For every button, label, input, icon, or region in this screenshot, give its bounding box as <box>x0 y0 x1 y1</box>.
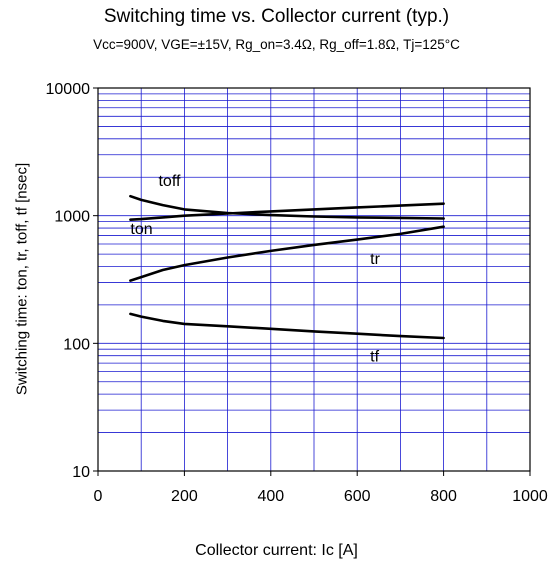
grid <box>98 88 530 471</box>
y-tick-label: 10000 <box>46 81 91 98</box>
y-tick-label: 10 <box>72 464 90 481</box>
tick-labels: 0 200 400 600 800 1000 10 100 1000 10000 <box>46 81 548 505</box>
series-line-tf <box>129 312 445 340</box>
x-tick-label: 200 <box>171 488 198 505</box>
x-tick-label: 600 <box>344 488 371 505</box>
annotation-tf: tf <box>370 349 379 366</box>
series-line-toff <box>129 194 445 220</box>
x-tick-label: 800 <box>430 488 457 505</box>
plot-frame <box>97 87 531 472</box>
y-tick-label: 100 <box>63 336 90 353</box>
series-line-ton <box>129 202 445 221</box>
x-tick-label: 1000 <box>512 488 548 505</box>
series-annotations: toff ton tr tf <box>130 173 380 365</box>
chart-title: Switching time vs. Collector current (ty… <box>103 6 450 27</box>
x-tick-label: 400 <box>257 488 284 505</box>
chart-subtitle: Vcc=900V, VGE=±15V, Rg_on=3.4Ω, Rg_off=1… <box>93 37 460 52</box>
series-line-tr <box>129 225 445 282</box>
annotation-tr: tr <box>370 251 380 268</box>
series-lines <box>129 194 445 340</box>
x-axis-label: Collector current: Ic [A] <box>195 542 358 559</box>
annotation-toff: toff <box>158 173 181 190</box>
x-tick-label: 0 <box>94 488 103 505</box>
y-tick-label: 1000 <box>54 209 90 226</box>
annotation-ton: ton <box>130 221 152 238</box>
